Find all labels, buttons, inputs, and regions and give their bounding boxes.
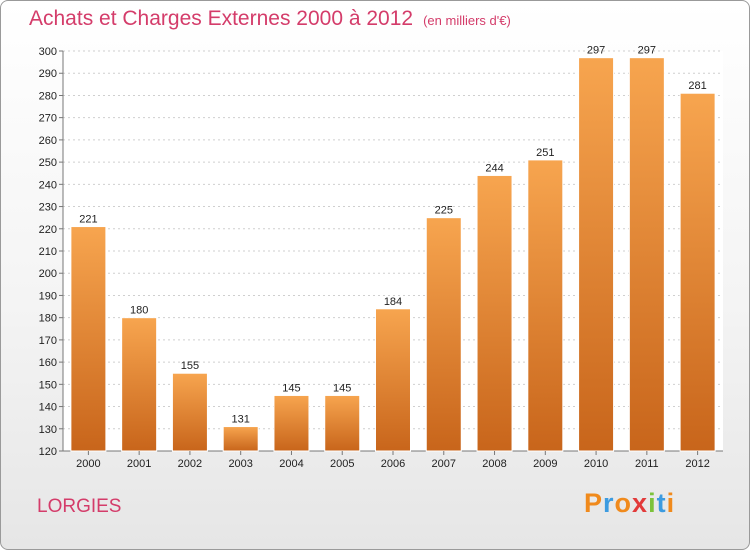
logo-letter: i <box>666 488 676 518</box>
x-tick-label: 2002 <box>178 458 202 470</box>
bar-2002 <box>171 372 208 452</box>
x-tick-label: 2008 <box>482 458 506 470</box>
logo-letter: x <box>632 488 649 518</box>
y-tick-label: 290 <box>39 68 57 80</box>
bar-value-label: 145 <box>333 382 351 394</box>
bar-2009 <box>527 159 564 452</box>
bar-2010 <box>578 57 615 452</box>
y-tick-label: 180 <box>39 313 57 325</box>
x-tick-label: 2004 <box>279 458 303 470</box>
logo-letter: t <box>656 488 667 518</box>
bar-2007 <box>425 217 462 452</box>
bar-2006 <box>375 308 411 452</box>
y-tick-label: 230 <box>39 202 57 214</box>
y-tick-label: 150 <box>39 379 57 391</box>
logo-letter: i <box>648 488 657 518</box>
bar-value-label: 184 <box>384 296 402 308</box>
x-tick-label: 2009 <box>533 458 557 470</box>
bar-value-label: 251 <box>536 147 554 159</box>
y-tick-label: 280 <box>39 90 57 102</box>
y-tick-label: 120 <box>39 446 57 458</box>
y-tick-label: 210 <box>39 246 57 258</box>
bar-value-label: 155 <box>181 360 199 372</box>
y-tick-label: 140 <box>39 402 57 414</box>
logo-letter: o <box>614 488 633 518</box>
bar-value-label: 225 <box>435 205 453 217</box>
bar-2012 <box>679 92 716 452</box>
y-tick-label: 220 <box>39 224 57 236</box>
bar-value-label: 145 <box>282 382 300 394</box>
bar-value-label: 297 <box>638 45 656 57</box>
bar-value-label: 180 <box>130 305 148 317</box>
y-tick-label: 160 <box>39 357 57 369</box>
chart-title-text: Achats et Charges Externes 2000 à 2012 <box>29 7 414 30</box>
bar-2008 <box>476 174 513 452</box>
bar-2011 <box>628 57 665 452</box>
x-tick-label: 2011 <box>635 458 659 470</box>
y-tick-label: 200 <box>39 268 57 280</box>
x-tick-label: 2006 <box>381 458 405 470</box>
bar-value-label: 297 <box>587 45 605 57</box>
x-tick-label: 2001 <box>127 458 151 470</box>
y-tick-label: 240 <box>39 179 57 191</box>
y-tick-label: 190 <box>39 290 57 302</box>
chart-title: Achats et Charges Externes 2000 à 2012 (e… <box>29 7 511 31</box>
logo-letter: r <box>603 488 615 518</box>
y-tick-label: 300 <box>39 46 57 58</box>
y-tick-label: 260 <box>39 135 57 147</box>
logo-letter: P <box>584 488 604 518</box>
bar-2005 <box>324 394 361 452</box>
bar-2004 <box>273 394 310 452</box>
x-tick-label: 2012 <box>685 458 709 470</box>
bar-2001 <box>121 317 158 452</box>
proxiti-logo: Proxiti <box>584 488 675 519</box>
bar-2003 <box>222 426 259 452</box>
x-tick-label: 2005 <box>330 458 354 470</box>
commune-name: LORGIES <box>37 496 122 517</box>
bar-value-label: 244 <box>485 162 503 174</box>
x-tick-label: 2003 <box>228 458 252 470</box>
chart-subtitle: (en milliers d'€) <box>423 13 511 28</box>
x-tick-label: 2000 <box>76 458 100 470</box>
y-tick-label: 130 <box>39 424 57 436</box>
x-tick-label: 2010 <box>584 458 608 470</box>
y-tick-label: 270 <box>39 113 57 125</box>
bar-2000 <box>70 226 107 452</box>
bar-value-label: 281 <box>688 80 706 92</box>
y-tick-label: 170 <box>39 335 57 347</box>
bar-value-label: 221 <box>79 214 97 226</box>
y-tick-label: 250 <box>39 157 57 169</box>
x-tick-label: 2007 <box>432 458 456 470</box>
bar-value-label: 131 <box>232 414 250 426</box>
